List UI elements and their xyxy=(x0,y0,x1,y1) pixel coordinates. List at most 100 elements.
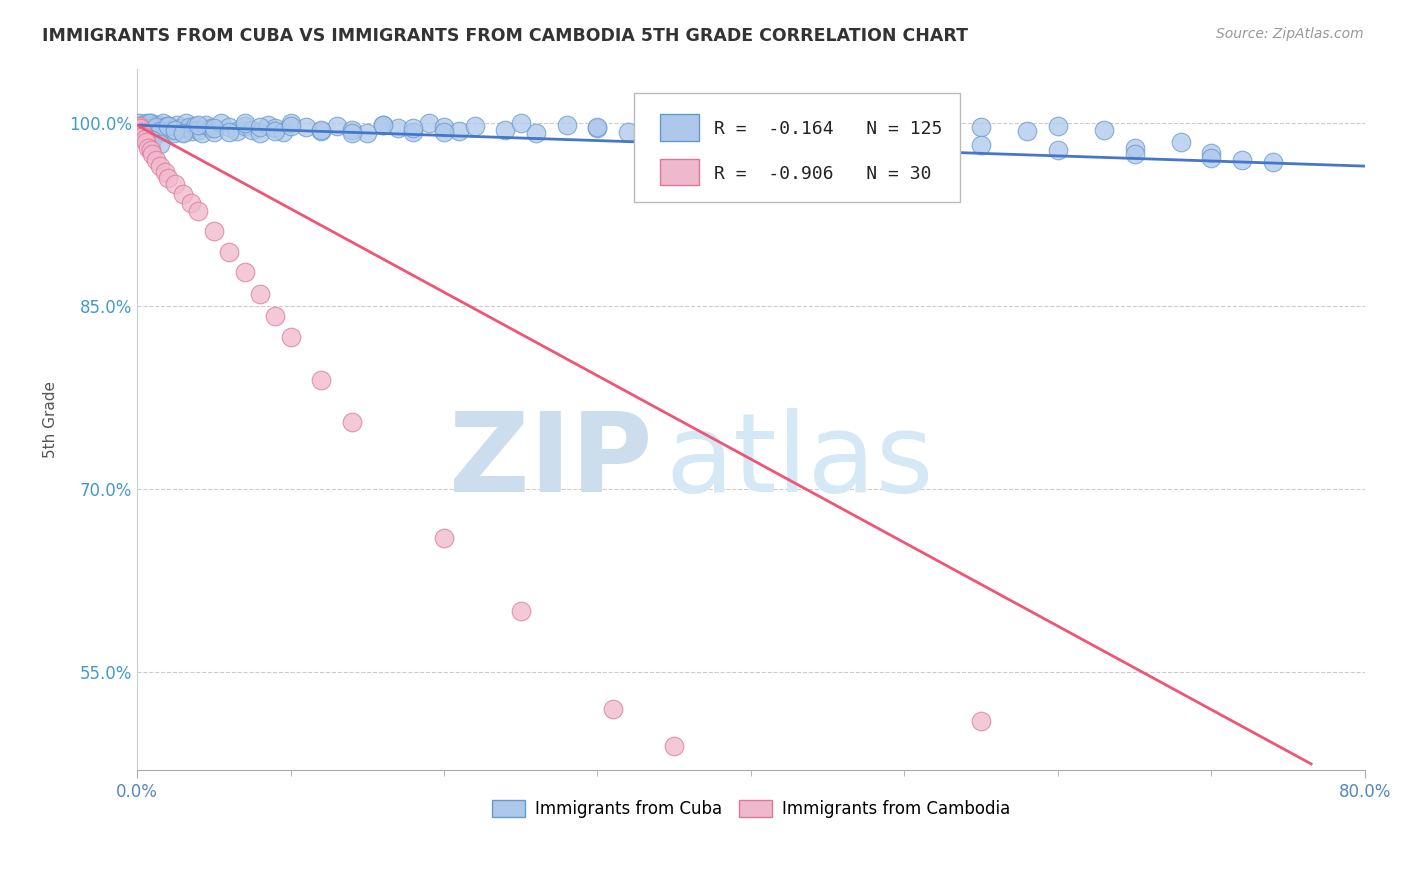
Point xyxy=(163,126,186,140)
Point xyxy=(893,125,915,139)
Point xyxy=(131,125,153,139)
Point xyxy=(617,125,640,139)
Point xyxy=(141,147,163,161)
Point xyxy=(924,116,946,130)
Point xyxy=(139,125,162,139)
Point xyxy=(145,153,167,167)
Point xyxy=(136,122,159,136)
Point xyxy=(555,118,578,132)
Point xyxy=(371,118,394,132)
Point xyxy=(131,120,153,134)
Point xyxy=(172,187,194,202)
Point xyxy=(249,126,271,140)
Point xyxy=(264,121,287,136)
Point xyxy=(1123,147,1146,161)
Point xyxy=(832,118,855,132)
Point xyxy=(801,126,824,140)
Point xyxy=(295,120,318,134)
Point xyxy=(132,126,155,140)
Point xyxy=(202,224,225,238)
Point xyxy=(740,119,762,133)
Point xyxy=(433,125,456,139)
Point xyxy=(309,124,332,138)
Point xyxy=(153,120,176,134)
Point xyxy=(1123,141,1146,155)
Point xyxy=(169,121,191,136)
Point xyxy=(433,120,456,134)
FancyBboxPatch shape xyxy=(659,159,699,186)
Point xyxy=(195,118,218,132)
Point xyxy=(817,131,839,145)
FancyBboxPatch shape xyxy=(634,93,960,202)
Point xyxy=(1046,143,1069,157)
Point xyxy=(129,119,152,133)
Point xyxy=(770,122,793,136)
Point xyxy=(280,116,302,130)
Point xyxy=(893,135,915,149)
Point xyxy=(402,125,425,139)
Point xyxy=(166,118,188,132)
Point xyxy=(165,122,187,136)
Point xyxy=(970,120,993,134)
Point xyxy=(128,116,150,130)
Point xyxy=(128,122,150,136)
Point xyxy=(970,714,993,729)
Point xyxy=(1046,119,1069,133)
Point xyxy=(709,124,731,138)
Point xyxy=(678,120,700,134)
Point xyxy=(340,415,363,429)
Point xyxy=(139,116,162,130)
Point xyxy=(153,165,176,179)
Point xyxy=(132,128,155,142)
Point xyxy=(218,244,240,259)
Point xyxy=(402,121,425,136)
Point xyxy=(249,287,271,301)
Point xyxy=(129,122,152,136)
Point xyxy=(180,195,202,210)
FancyBboxPatch shape xyxy=(659,114,699,141)
Point xyxy=(135,119,157,133)
Point xyxy=(218,125,240,139)
Point xyxy=(325,119,347,133)
Point xyxy=(138,116,160,130)
Point xyxy=(356,126,378,140)
Point xyxy=(586,121,609,136)
Point xyxy=(172,125,194,139)
Point xyxy=(149,159,172,173)
Point xyxy=(155,124,177,138)
Point xyxy=(179,120,201,134)
Point xyxy=(280,119,302,133)
Point xyxy=(433,531,456,545)
Point xyxy=(152,116,174,130)
Point xyxy=(280,330,302,344)
Point xyxy=(181,124,204,138)
Point xyxy=(187,204,209,219)
Text: Source: ZipAtlas.com: Source: ZipAtlas.com xyxy=(1216,27,1364,41)
Point xyxy=(131,121,153,136)
Point xyxy=(200,121,222,136)
Point xyxy=(494,122,516,136)
Text: R =  -0.906   N = 30: R = -0.906 N = 30 xyxy=(714,164,932,183)
Point xyxy=(141,120,163,134)
Point xyxy=(128,119,150,133)
Point xyxy=(136,141,159,155)
Point xyxy=(150,125,173,139)
Point xyxy=(387,121,409,136)
Point xyxy=(156,119,179,133)
Point xyxy=(134,125,156,139)
Point xyxy=(371,118,394,132)
Point xyxy=(187,122,209,136)
Point xyxy=(134,132,156,146)
Point xyxy=(240,122,263,136)
Point xyxy=(233,119,256,133)
Legend: Immigrants from Cuba, Immigrants from Cambodia: Immigrants from Cuba, Immigrants from Ca… xyxy=(485,793,1017,825)
Point xyxy=(146,126,169,140)
Point xyxy=(135,135,157,149)
Point xyxy=(1170,135,1192,149)
Point xyxy=(202,121,225,136)
Point xyxy=(1201,145,1223,160)
Point xyxy=(148,118,170,132)
Point xyxy=(145,120,167,134)
Point xyxy=(271,125,294,139)
Point xyxy=(340,126,363,140)
